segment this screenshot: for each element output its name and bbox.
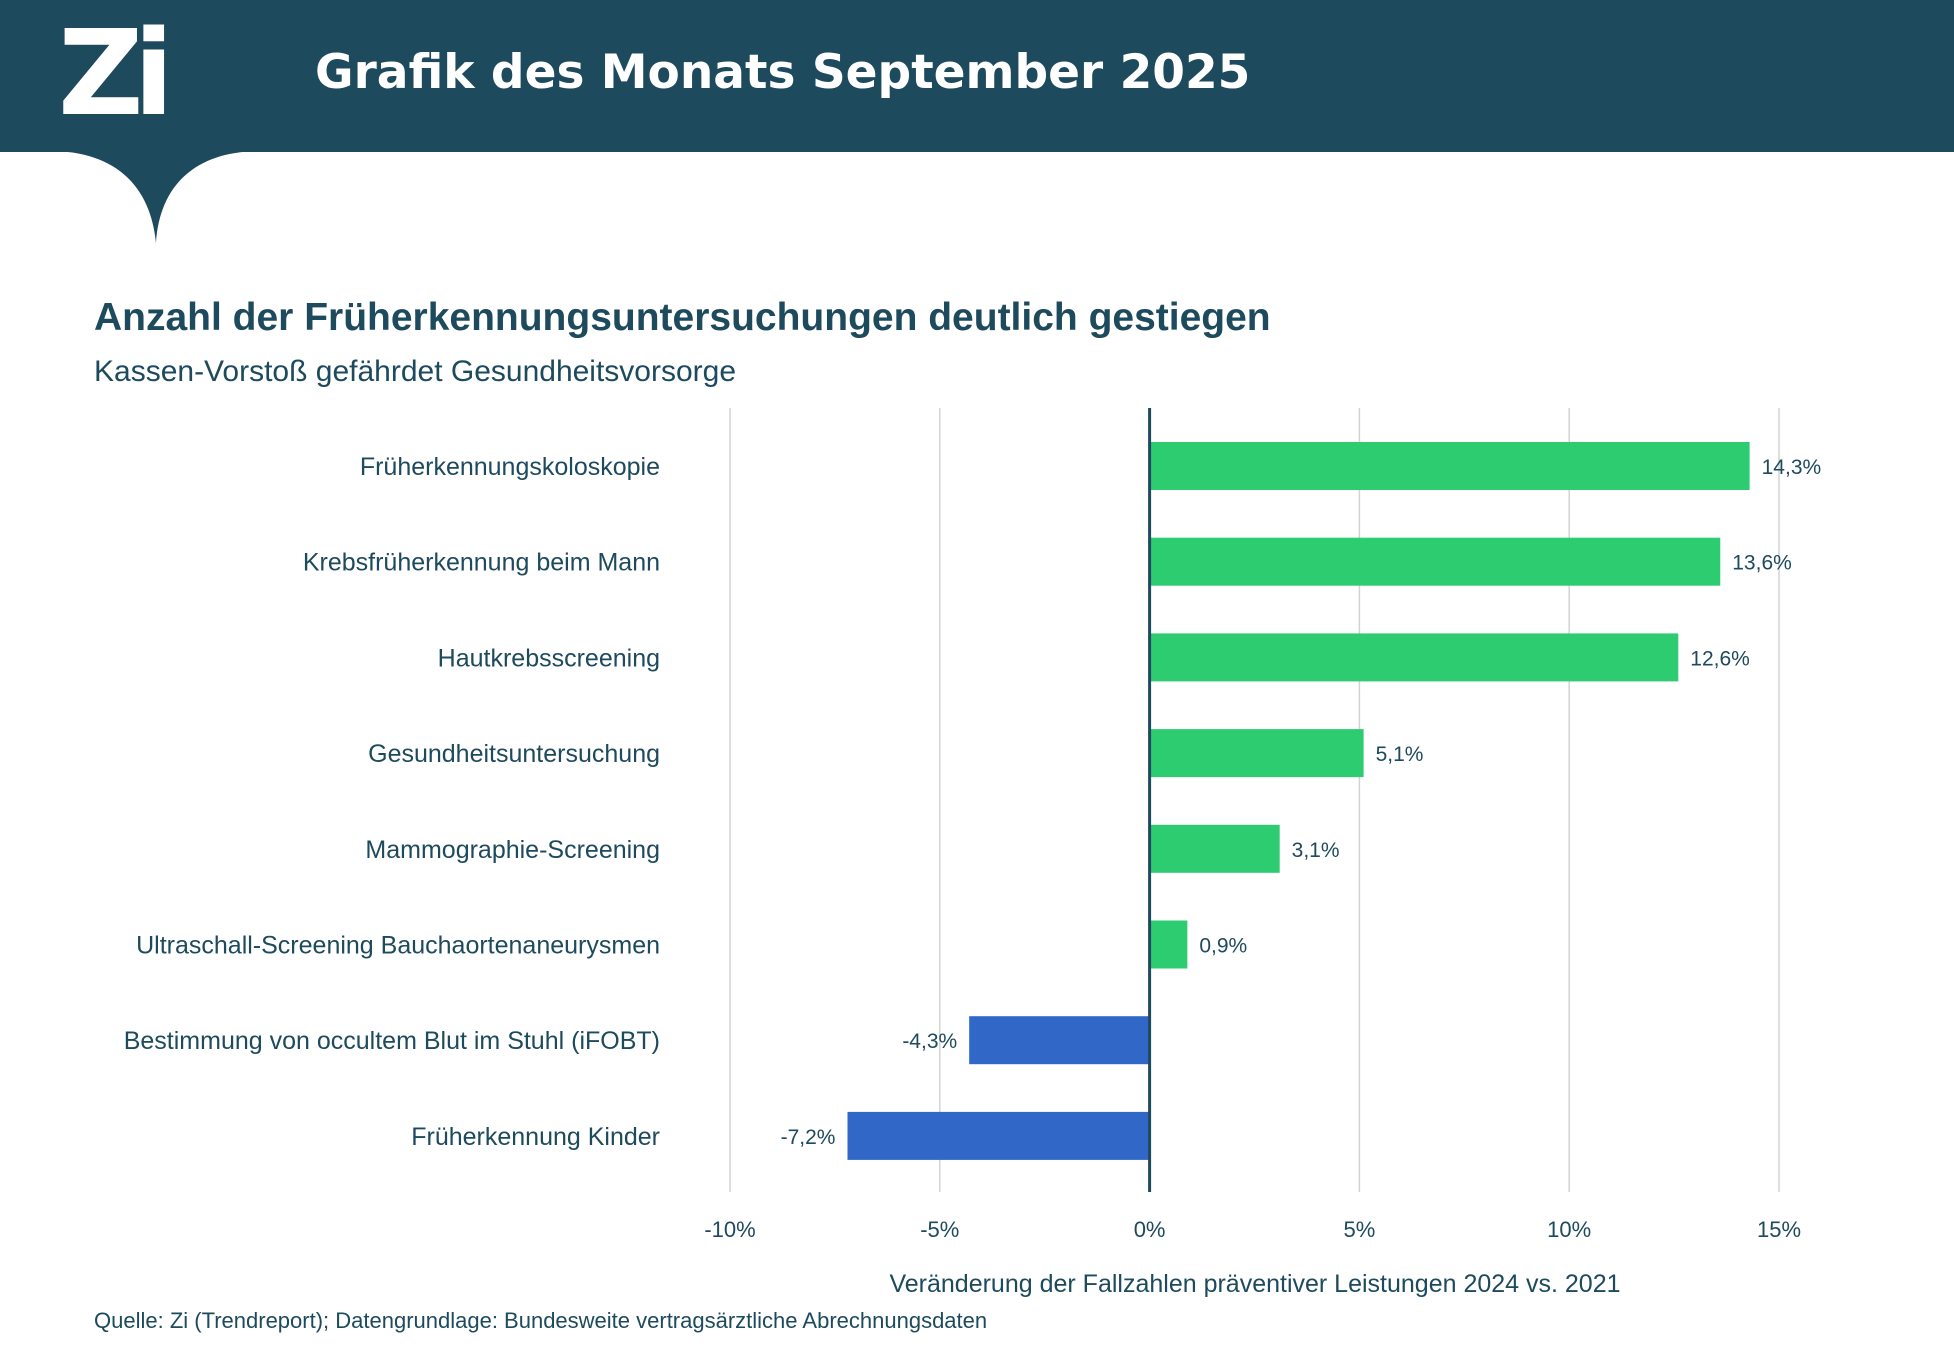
bar [1149, 633, 1679, 682]
bar [847, 1111, 1150, 1160]
data-label: 13,6% [1732, 552, 1792, 575]
chart-title: Anzahl der Früherkennungsuntersuchungen … [94, 296, 1271, 339]
data-label: 5,1% [1376, 743, 1424, 766]
category-label: Bestimmung von occultem Blut im Stuhl (i… [124, 1027, 660, 1055]
bar [1149, 442, 1750, 490]
category-label: Ultraschall-Screening Bauchaortenaneurys… [136, 932, 660, 960]
x-tick-label: -5% [920, 1217, 959, 1242]
data-label: 0,9% [1199, 935, 1247, 958]
category-label: Hautkrebsscreening [438, 644, 660, 672]
data-label: 12,6% [1690, 647, 1750, 670]
x-tick-label: 5% [1344, 1217, 1376, 1242]
category-label: Krebsfrüherkennung beim Mann [303, 549, 660, 577]
logo-tab-path [0, 151, 260, 243]
bar [1149, 920, 1188, 969]
x-tick-label: -10% [704, 1217, 755, 1242]
header-banner: Zi Grafik des Monats September 2025 [0, 0, 1954, 152]
header-title: Grafik des Monats September 2025 [315, 45, 1251, 100]
category-label: Früherkennung Kinder [411, 1123, 660, 1151]
data-label: -4,3% [902, 1030, 957, 1053]
category-label: Gesundheitsuntersuchung [368, 740, 660, 768]
category-label: Mammographie-Screening [365, 836, 660, 864]
x-tick-label: 0% [1134, 1217, 1166, 1242]
x-tick-label: 15% [1757, 1217, 1801, 1242]
x-tick-label: 10% [1547, 1217, 1591, 1242]
bar [1149, 537, 1721, 586]
category-label: Früherkennungskoloskopie [360, 453, 660, 481]
chart-subtitle: Kassen-Vorstoß gefährdet Gesundheitsvors… [94, 355, 737, 388]
data-label: 14,3% [1762, 456, 1822, 479]
bar [1149, 729, 1364, 778]
bar [969, 1016, 1150, 1065]
x-axis-label: Veränderung der Fallzahlen präventiver L… [889, 1270, 1620, 1298]
zi-logo: Zi [58, 4, 174, 142]
bar [1149, 824, 1280, 873]
logo-tab-shape [0, 151, 260, 243]
source-note: Quelle: Zi (Trendreport); Datengrundlage… [94, 1308, 988, 1333]
data-label: 3,1% [1292, 839, 1340, 862]
data-label: -7,2% [781, 1126, 836, 1149]
